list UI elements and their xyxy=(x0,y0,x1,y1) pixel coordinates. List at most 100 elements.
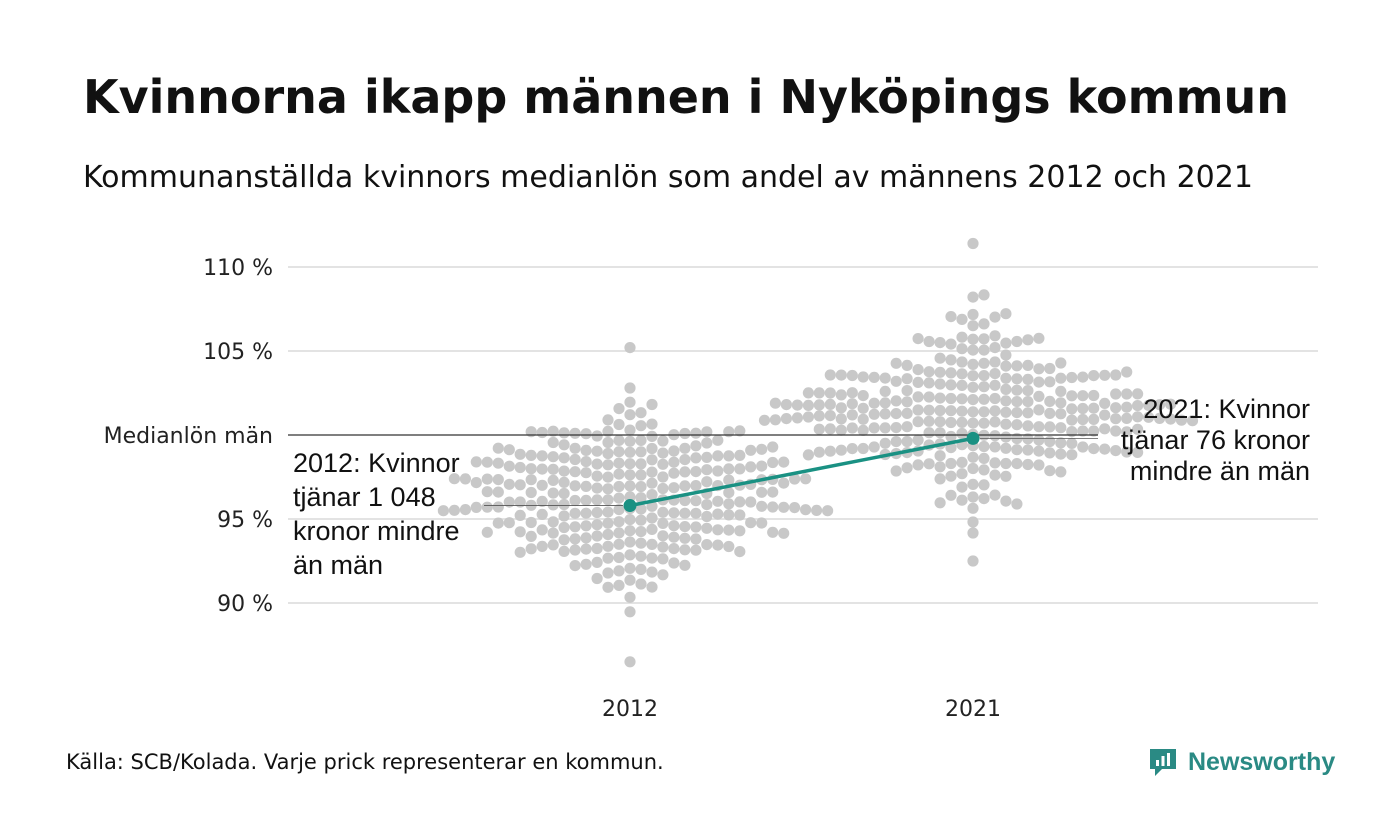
municipality-dot xyxy=(1022,396,1034,408)
municipality-dot xyxy=(1044,407,1056,419)
municipality-dot xyxy=(613,446,625,458)
municipality-dot xyxy=(602,540,614,552)
municipality-dot xyxy=(967,291,979,303)
municipality-dot xyxy=(635,563,647,576)
x-axis-ticks: 2012 2021 xyxy=(602,697,1001,722)
municipality-dot xyxy=(470,477,482,489)
municipality-dot xyxy=(635,492,647,504)
municipality-dot xyxy=(657,569,669,581)
municipality-dot xyxy=(602,483,614,495)
municipality-dot xyxy=(1033,376,1045,388)
municipality-dot xyxy=(481,486,493,498)
municipality-dot xyxy=(1044,421,1056,433)
municipality-dot xyxy=(547,499,559,511)
municipality-dot xyxy=(646,398,658,411)
municipality-dot xyxy=(1099,423,1111,435)
municipality-dot xyxy=(989,489,1001,501)
municipality-dot xyxy=(1011,498,1023,510)
municipality-dot xyxy=(769,397,782,409)
municipality-dot xyxy=(1143,399,1155,411)
municipality-dot xyxy=(1033,434,1045,446)
municipality-dot xyxy=(989,330,1001,342)
municipality-dot xyxy=(967,462,979,475)
municipality-dot xyxy=(624,469,636,481)
municipality-dot xyxy=(635,458,647,470)
newsworthy-logo-icon xyxy=(1150,749,1176,776)
y-tick-label: 110 % xyxy=(203,256,273,281)
municipality-dot xyxy=(934,427,946,439)
municipality-dot xyxy=(745,517,757,529)
municipality-dot xyxy=(591,572,603,585)
municipality-dot xyxy=(536,495,548,507)
municipality-dot xyxy=(890,408,902,420)
municipality-dot xyxy=(679,480,691,492)
municipality-dot xyxy=(503,517,515,529)
municipality-dot xyxy=(723,509,735,521)
municipality-dot xyxy=(824,410,836,422)
municipality-dot xyxy=(967,370,979,382)
municipality-dot xyxy=(1110,425,1122,437)
municipality-dot xyxy=(690,544,702,556)
municipality-dot xyxy=(1088,402,1100,414)
municipality-dot xyxy=(989,311,1001,323)
municipality-dot xyxy=(901,373,913,385)
municipality-dot xyxy=(613,492,625,504)
municipality-dot xyxy=(690,452,702,464)
municipality-dot xyxy=(857,390,869,402)
municipality-dot xyxy=(989,392,1001,405)
municipality-dot xyxy=(646,523,658,536)
municipality-dot xyxy=(1088,413,1100,425)
municipality-dot xyxy=(934,378,946,390)
municipality-dot xyxy=(635,578,647,590)
municipality-dot xyxy=(525,474,537,486)
municipality-dot xyxy=(901,396,913,408)
municipality-dot xyxy=(481,473,493,485)
municipality-dot xyxy=(945,457,957,470)
municipality-dot xyxy=(723,487,735,499)
municipality-dot xyxy=(756,500,768,512)
municipality-dot xyxy=(868,422,880,434)
municipality-dot xyxy=(1022,359,1034,371)
municipality-dot xyxy=(1066,390,1078,402)
municipality-dot xyxy=(723,540,735,553)
municipality-dot xyxy=(956,456,968,468)
municipality-dot xyxy=(646,512,658,524)
municipality-dot xyxy=(646,477,658,489)
municipality-dot xyxy=(1011,444,1023,456)
municipality-dot xyxy=(536,524,548,536)
municipality-dot xyxy=(712,434,724,446)
municipality-dot xyxy=(580,543,592,555)
municipality-dot xyxy=(558,439,570,451)
municipality-dot xyxy=(701,522,713,534)
municipality-dot xyxy=(824,398,836,410)
municipality-dot xyxy=(602,581,614,593)
municipality-dot xyxy=(668,543,680,555)
municipality-dot xyxy=(956,356,968,368)
municipality-dot xyxy=(789,502,801,514)
municipality-dot xyxy=(602,517,614,529)
municipality-dot xyxy=(912,364,924,376)
municipality-dot xyxy=(1033,459,1045,471)
municipality-dot xyxy=(901,421,913,433)
municipality-dot xyxy=(1011,458,1023,470)
municipality-dot xyxy=(1044,435,1056,448)
annotation-2021: 2021: Kvinnor tjänar 76 kronor mindre än m… xyxy=(1121,394,1310,486)
municipality-dot xyxy=(967,394,979,406)
municipality-dot xyxy=(734,496,746,508)
municipality-dot xyxy=(890,436,902,448)
municipality-dot xyxy=(723,498,735,510)
municipality-dot xyxy=(1088,389,1100,402)
municipality-dot xyxy=(934,366,946,378)
municipality-dot xyxy=(668,456,680,468)
municipality-dot xyxy=(613,480,625,493)
municipality-dot xyxy=(835,424,847,436)
municipality-dot xyxy=(857,371,869,383)
municipality-dot xyxy=(1011,360,1023,372)
annotation-2012-line: kronor mindre xyxy=(293,516,460,546)
municipality-dot xyxy=(613,403,625,415)
municipality-dot xyxy=(868,441,880,453)
x-tick-label-2012: 2012 xyxy=(602,697,658,722)
municipality-dot xyxy=(547,539,559,551)
municipality-dot xyxy=(613,551,625,564)
